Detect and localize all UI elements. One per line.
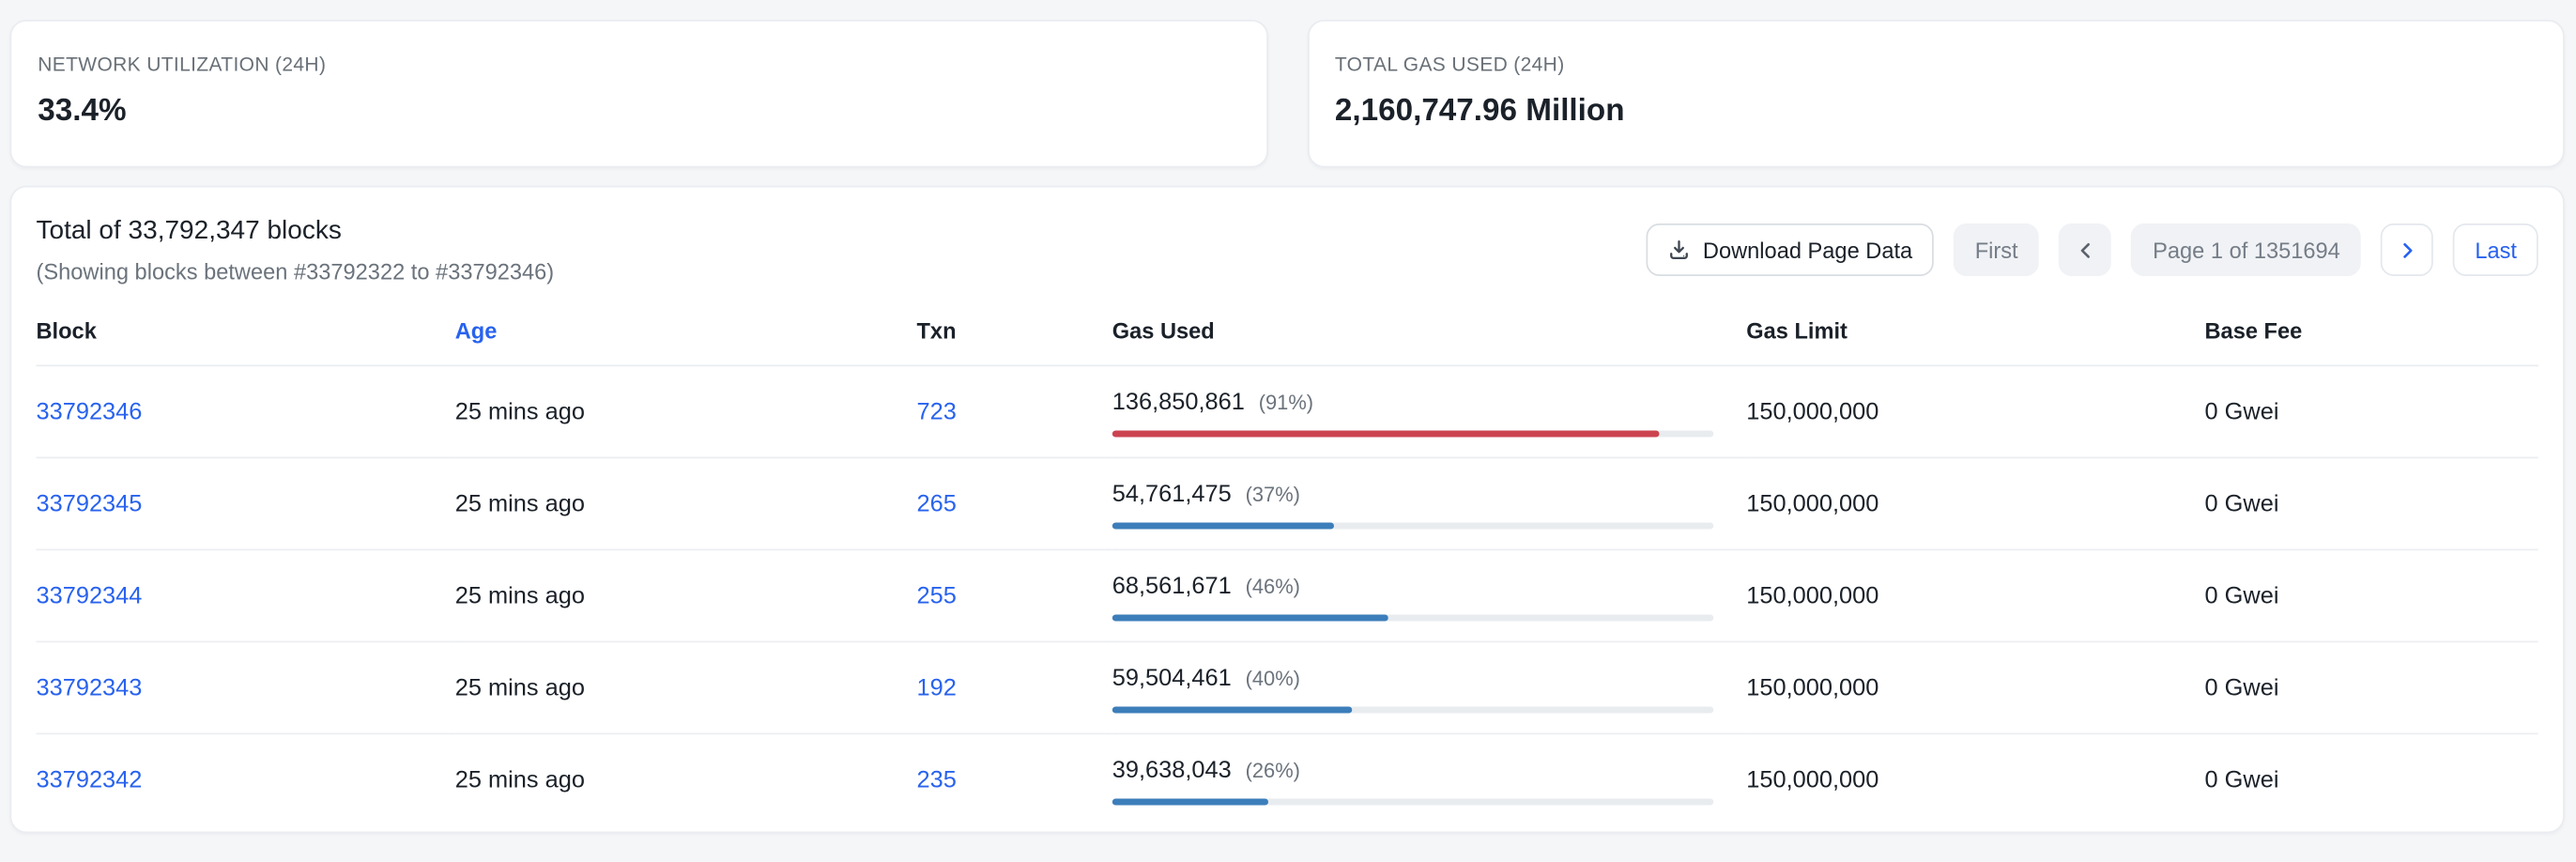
txn-count-link[interactable]: 265 [916,490,957,517]
base-fee-value: 0 Gwei [2204,766,2279,793]
table-row: 33792345 25 mins ago 265 54,761,475 (37%… [36,457,2538,551]
blocks-panel: Total of 33,792,347 blocks (Showing bloc… [9,185,2565,834]
gas-used-bar [1112,521,1714,529]
gas-used-percent: (37%) [1239,482,1300,506]
gas-used-bar-fill [1112,705,1353,713]
gas-used-percent: (91%) [1252,390,1314,414]
gas-used-cell: 68,561,671 (46%) [1112,571,1747,621]
gas-used-cell: 39,638,043 (26%) [1112,755,1747,805]
gas-limit-value: 150,000,000 [1746,674,1879,701]
table-row: 33792344 25 mins ago 255 68,561,671 (46%… [36,549,2538,643]
gas-used-value: 59,504,461 [1112,664,1232,691]
block-link[interactable]: 33792346 [36,398,143,425]
txn-count-link[interactable]: 255 [916,582,957,609]
gas-used-bar-fill [1112,429,1660,437]
gas-limit-value: 150,000,000 [1746,490,1879,517]
column-header-gas-limit: Gas Limit [1746,285,2205,367]
stat-value: 2,160,747.96 Million [1334,93,1625,129]
column-header-age[interactable]: Age [454,285,917,367]
gas-used-bar-fill [1112,797,1269,805]
pagination-prev-button[interactable] [2059,223,2112,276]
base-fee-value: 0 Gwei [2204,490,2279,517]
gas-limit-value: 150,000,000 [1746,582,1879,609]
base-fee-value: 0 Gwei [2204,398,2279,425]
gas-used-value: 39,638,043 [1112,756,1232,783]
stat-label: NETWORK UTILIZATION (24H) [38,53,327,76]
gas-used-bar [1112,613,1714,621]
gas-limit-value: 150,000,000 [1746,398,1879,425]
gas-used-percent: (26%) [1239,758,1300,782]
table-row: 33792346 25 mins ago 723 136,850,861 (91… [36,365,2538,459]
gas-used-value: 54,761,475 [1112,480,1232,507]
blocks-panel-header: Total of 33,792,347 blocks (Showing bloc… [11,188,2563,286]
block-age: 25 mins ago [454,766,585,793]
download-button-label: Download Page Data [1702,237,1913,263]
gas-limit-value: 150,000,000 [1746,766,1879,793]
block-link[interactable]: 33792344 [36,582,143,609]
gas-used-value: 136,850,861 [1112,388,1245,415]
column-header-block: Block [36,285,455,367]
gas-used-value: 68,561,671 [1112,572,1232,599]
chevron-right-icon [2399,240,2416,258]
txn-count-link[interactable]: 235 [916,766,957,793]
base-fee-value: 0 Gwei [2204,582,2279,609]
block-age: 25 mins ago [454,490,585,517]
table-row: 33792343 25 mins ago 192 59,504,461 (40%… [36,641,2538,735]
download-icon [1666,239,1690,262]
download-page-data-button[interactable]: Download Page Data [1645,223,1934,276]
stat-label: TOTAL GAS USED (24H) [1334,53,1565,76]
gas-used-bar [1112,429,1714,437]
txn-count-link[interactable]: 723 [916,398,957,425]
block-link[interactable]: 33792345 [36,490,143,517]
block-link[interactable]: 33792342 [36,766,143,793]
block-link[interactable]: 33792343 [36,674,143,701]
gas-used-percent: (46%) [1239,574,1300,598]
gas-used-cell: 136,850,861 (91%) [1112,387,1747,437]
blocks-table-body: 33792346 25 mins ago 723 136,850,861 (91… [36,365,2538,824]
gas-used-bar-fill [1112,521,1335,529]
block-age: 25 mins ago [454,582,585,609]
chevron-left-icon [2077,240,2094,258]
block-age: 25 mins ago [454,398,585,425]
panel-subtitle: (Showing blocks between #33792322 to #33… [36,259,555,285]
blocks-panel-titles: Total of 33,792,347 blocks (Showing bloc… [37,215,555,285]
txn-count-link[interactable]: 192 [916,674,957,701]
gas-used-bar-fill [1112,613,1389,621]
block-age: 25 mins ago [454,674,585,701]
pagination-first-button[interactable]: First [1953,223,2040,276]
stat-card-total-gas-used: TOTAL GAS USED (24H) 2,160,747.96 Millio… [1307,20,2565,168]
column-header-base-fee: Base Fee [2204,285,2538,367]
column-header-gas-used: Gas Used [1112,285,1747,367]
stat-value: 33.4% [38,93,127,129]
base-fee-value: 0 Gwei [2204,674,2279,701]
gas-used-cell: 59,504,461 (40%) [1112,663,1747,713]
blocks-table: Block Age Txn Gas Used Gas Limit Base Fe… [36,285,2538,825]
panel-title: Total of 33,792,347 blocks [36,217,342,245]
pagination-next-button[interactable] [2381,223,2434,276]
column-header-txn: Txn [916,285,1112,367]
gas-used-bar [1112,797,1714,805]
pagination-last-button[interactable]: Last [2453,223,2538,276]
table-row: 33792342 25 mins ago 235 39,638,043 (26%… [37,733,2538,824]
pagination-controls: Download Page Data First Page 1 of 13516… [1645,223,2538,276]
table-header-row: Block Age Txn Gas Used Gas Limit Base Fe… [36,285,2538,367]
gas-used-bar [1112,705,1714,713]
stats-row: NETWORK UTILIZATION (24H) 33.4% TOTAL GA… [0,0,2576,168]
pagination-page-indicator: Page 1 of 1351694 [2131,223,2362,276]
gas-used-percent: (40%) [1239,666,1300,690]
stat-card-network-utilization: NETWORK UTILIZATION (24H) 33.4% [9,20,1268,168]
gas-used-cell: 54,761,475 (37%) [1112,479,1747,529]
